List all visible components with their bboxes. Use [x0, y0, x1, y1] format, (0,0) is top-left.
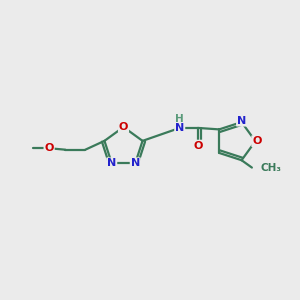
Text: O: O: [252, 136, 262, 146]
Text: O: O: [193, 141, 203, 151]
Text: CH₃: CH₃: [260, 163, 281, 172]
Text: O: O: [119, 122, 128, 132]
Text: N: N: [237, 116, 246, 126]
Text: N: N: [107, 158, 116, 168]
Text: O: O: [44, 143, 54, 153]
Text: N: N: [175, 123, 184, 133]
Text: N: N: [130, 158, 140, 168]
Text: H: H: [176, 113, 184, 124]
